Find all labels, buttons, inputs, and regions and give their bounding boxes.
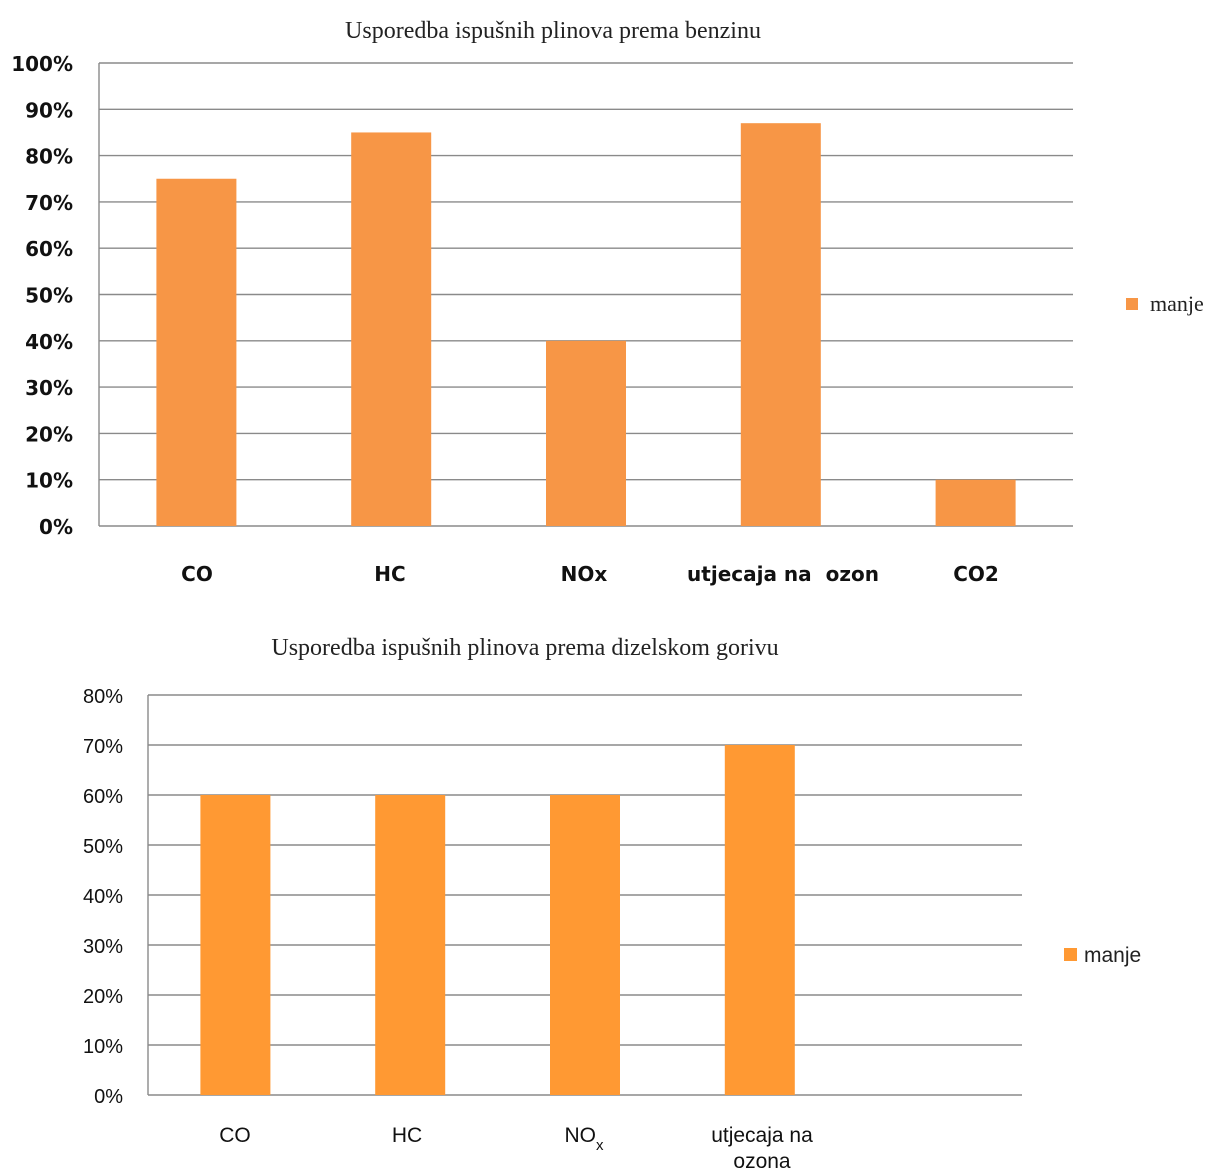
chart1-y-tick-label: 20%	[25, 422, 73, 446]
chart2-y-tick-label: 70%	[83, 736, 123, 758]
chart2-legend-swatch	[1064, 948, 1077, 961]
chart2-x-label-ozona-line1: utjecaja na	[711, 1124, 813, 1147]
chart2-bar	[724, 745, 795, 1095]
chart2-y-tick-label: 10%	[83, 1036, 123, 1058]
chart2-legend: manje	[1064, 944, 1141, 967]
chart2-x-label-co: CO	[219, 1124, 251, 1147]
chart1-legend-swatch	[1126, 298, 1138, 310]
chart1-y-tick-label: 0%	[39, 515, 73, 539]
chart2-y-tick-label: 60%	[83, 786, 123, 808]
chart1-x-label-co2: CO2	[953, 562, 999, 586]
chart1-x-label-nox: NOx	[561, 562, 608, 586]
chart1-y-tick-label: 90%	[25, 98, 73, 122]
chart2-x-label-hc: HC	[392, 1124, 422, 1147]
chart1-y-tick-label: 80%	[25, 145, 73, 169]
chart1-bar	[740, 123, 821, 526]
chart1-y-tick-label: 30%	[25, 376, 73, 400]
chart1-x-label-ozon: utjecaja na ozon	[687, 562, 879, 586]
chart1-y-tick-label: 100%	[11, 52, 73, 76]
chart2-y-tick-label: 50%	[83, 836, 123, 858]
chart1-title: Usporedba ispušnih plinova prema benzinu	[345, 18, 761, 44]
chart-benzin: Usporedba ispušnih plinova prema benzinu…	[11, 18, 1204, 586]
chart1-y-tick-label: 70%	[25, 191, 73, 215]
chart-dizel: Usporedba ispušnih plinova prema dizelsk…	[83, 635, 1141, 1172]
chart2-x-label-ozona-line2: ozona	[733, 1150, 791, 1172]
chart2-legend-label: manje	[1084, 944, 1141, 967]
chart2-title: Usporedba ispušnih plinova prema dizelsk…	[271, 635, 778, 661]
chart1-bars	[156, 123, 1016, 526]
chart1-y-tick-label: 10%	[25, 469, 73, 493]
chart1-x-label-co: CO	[181, 562, 213, 586]
chart1-y-tick-label: 40%	[25, 330, 73, 354]
chart2-bar	[375, 795, 446, 1095]
chart2-bar	[550, 795, 620, 1095]
chart2-y-tick-label: 30%	[83, 936, 123, 958]
chart2-y-tick-label: 80%	[83, 686, 123, 708]
chart1-y-tick-label: 50%	[25, 284, 73, 308]
chart1-legend: manje	[1126, 291, 1204, 316]
chart2-y-tick-labels: 0% 10% 20% 30% 40% 50% 60% 70% 80%	[83, 686, 123, 1108]
chart2-y-tick-label: 20%	[83, 986, 123, 1008]
chart1-x-label-hc: HC	[374, 562, 405, 586]
chart2-y-tick-label: 40%	[83, 886, 123, 908]
chart1-legend-label: manje	[1150, 291, 1204, 316]
chart2-x-label-nox-base: NO	[565, 1124, 597, 1147]
chart1-y-tick-label: 60%	[25, 237, 73, 261]
chart1-bar	[351, 132, 432, 526]
chart2-x-label-nox-sub: x	[596, 1137, 604, 1154]
chart2-bars	[200, 745, 795, 1095]
chart1-bar	[156, 178, 237, 526]
chart2-x-label-nox: NOx	[565, 1124, 605, 1154]
chart1-y-tick-labels: 0% 10% 20% 30% 40% 50% 60% 70% 80% 90% 100%	[11, 52, 73, 539]
chart2-bar	[200, 795, 271, 1095]
chart1-bar	[546, 340, 626, 526]
chart1-bar	[935, 479, 1016, 526]
chart2-y-tick-label: 0%	[94, 1086, 123, 1108]
